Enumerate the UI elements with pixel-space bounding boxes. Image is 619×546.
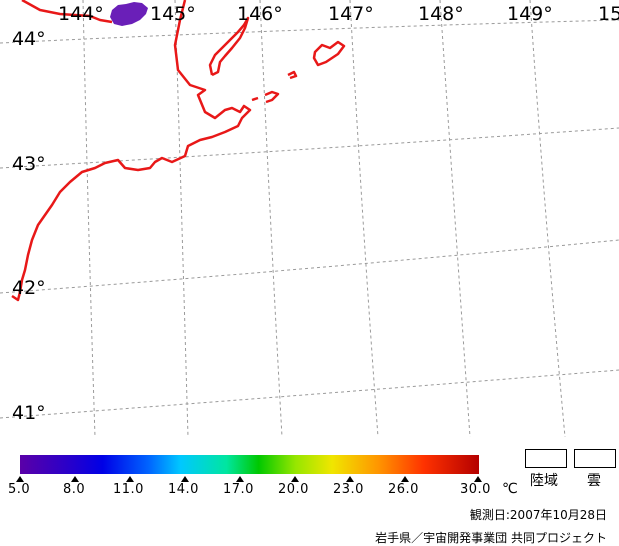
scale-label: 5.0: [8, 482, 31, 497]
scale-tick: [181, 476, 189, 482]
scale-label: 26.0: [388, 482, 419, 497]
graticule-grid: [0, 0, 619, 438]
scale-label: 20.0: [278, 482, 309, 497]
lon-label-147: 147°: [328, 3, 374, 25]
lon-label-148: 148°: [418, 3, 464, 25]
land-swatch: [525, 449, 567, 468]
temperature-unit: ℃: [502, 481, 518, 497]
land-label: 陸域: [530, 473, 558, 489]
sea-surface-temperature-map: 144° 145° 146° 147° 148° 149° 15 44° 43°…: [0, 0, 619, 438]
hokkaido-south-coast: [11, 0, 252, 302]
kuril-island-kunashiri: [251, 90, 280, 104]
scale-tick: [346, 476, 354, 482]
scale-tick: [236, 476, 244, 482]
lat-label-44: 44°: [12, 28, 46, 50]
temperature-color-scale: [20, 455, 479, 474]
scale-tick: [291, 476, 299, 482]
observation-date: 観測日:2007年10月28日: [469, 508, 607, 522]
lon-label-145: 145°: [150, 3, 196, 25]
longitude-labels: 144° 145° 146° 147° 148° 149° 15: [58, 3, 619, 25]
hokkaido-east-coast: [21, 0, 113, 24]
lat-label-42: 42°: [12, 277, 46, 299]
scale-tick: [126, 476, 134, 482]
kuril-island-shikotan: [287, 70, 298, 80]
cloud-label: 雲: [587, 473, 601, 489]
shiretoko-peninsula: [208, 16, 250, 77]
scale-tick: [71, 476, 79, 482]
scale-label: 23.0: [333, 482, 364, 497]
scale-label: 17.0: [223, 482, 254, 497]
lon-label-146: 146°: [237, 3, 283, 25]
scale-label: 14.0: [168, 482, 199, 497]
lon-label-150: 15: [598, 3, 619, 25]
latitude-labels: 44° 43° 42° 41°: [12, 28, 46, 424]
lon-label-144: 144°: [58, 3, 104, 25]
scale-tick: [16, 476, 24, 482]
scale-label: 11.0: [113, 482, 144, 497]
lat-label-41: 41°: [12, 402, 46, 424]
lon-label-149: 149°: [507, 3, 553, 25]
cloud-swatch: [574, 449, 616, 468]
scale-tick: [474, 476, 482, 482]
coastline: [11, 0, 346, 302]
scale-tick: [401, 476, 409, 482]
scale-label: 8.0: [63, 482, 86, 497]
kuril-island-etorofu: [312, 40, 346, 67]
credit-line: 岩手県／宇宙開発事業団 共同プロジェクト: [375, 531, 607, 545]
cloud-patch: [110, 2, 148, 26]
scale-label: 30.0: [460, 482, 491, 497]
lat-label-43: 43°: [12, 153, 46, 175]
